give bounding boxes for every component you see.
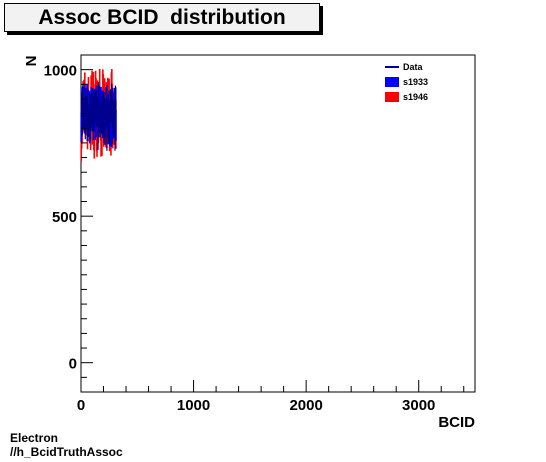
x-tick-label: 2000 <box>289 397 322 414</box>
legend-label-s1946: s1946 <box>403 92 428 102</box>
legend-swatch-s1933 <box>385 77 399 87</box>
legend: Data s1933 s1946 <box>385 62 428 102</box>
x-tick-label: 1000 <box>177 397 210 414</box>
legend-swatch-s1946 <box>385 92 399 102</box>
axes: 0 500 1000 0 1000 2000 3000 <box>44 54 465 414</box>
y-tick-label: 500 <box>52 209 77 226</box>
y-tick-label: 0 <box>69 356 77 373</box>
plot-frame <box>80 54 476 393</box>
x-tick-label: 3000 <box>402 397 435 414</box>
y-tick-label: 1000 <box>44 63 77 80</box>
legend-label-data: Data <box>403 62 424 72</box>
chart-title: Assoc BCID distribution <box>4 3 320 32</box>
footer-label-2: //h_BcidTruthAssoc <box>10 445 123 459</box>
x-tick-label: 0 <box>77 397 85 414</box>
x-axis-label: BCID <box>438 414 475 431</box>
histogram-bars <box>80 68 117 162</box>
footer-label-1: Electron <box>10 431 59 445</box>
legend-label-s1933: s1933 <box>403 77 428 87</box>
y-axis-label: N <box>23 56 40 67</box>
